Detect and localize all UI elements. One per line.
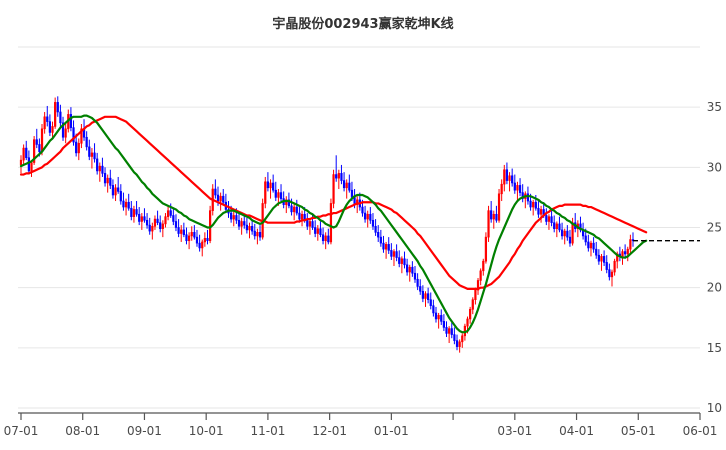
svg-text:15: 15 <box>707 341 722 355</box>
svg-text:20: 20 <box>707 281 722 295</box>
svg-text:05-01: 05-01 <box>621 424 656 438</box>
x-axis <box>18 412 701 420</box>
svg-text:07-01: 07-01 <box>4 424 39 438</box>
svg-text:12-01: 12-01 <box>312 424 347 438</box>
svg-text:08-01: 08-01 <box>65 424 100 438</box>
svg-text:01-01: 01-01 <box>374 424 409 438</box>
svg-text:06-01: 06-01 <box>683 424 718 438</box>
y-axis-labels: 35 30 25 20 15 10 <box>707 100 722 415</box>
x-axis-labels: 07-01 08-01 09-01 10-01 11-01 12-01 01-01 03-01… <box>4 424 718 438</box>
svg-text:25: 25 <box>707 221 722 235</box>
svg-text:35: 35 <box>707 100 722 114</box>
ma-long-line <box>19 115 648 290</box>
candlestick-series <box>19 96 635 353</box>
svg-text:03-01: 03-01 <box>497 424 532 438</box>
svg-text:11-01: 11-01 <box>250 424 285 438</box>
svg-text:04-01: 04-01 <box>559 424 594 438</box>
page-title: 宇晶股份002943赢家乾坤K线 <box>272 17 454 32</box>
svg-text:10: 10 <box>707 401 722 415</box>
ma-short-line <box>19 114 648 334</box>
svg-text:09-01: 09-01 <box>127 424 162 438</box>
svg-text:30: 30 <box>707 160 722 174</box>
svg-text:10-01: 10-01 <box>189 424 224 438</box>
gridlines <box>18 46 700 409</box>
